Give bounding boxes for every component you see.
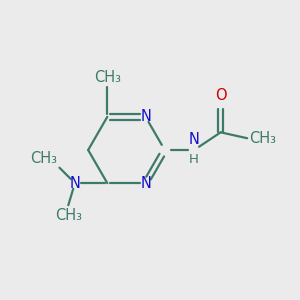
Text: N: N (70, 176, 80, 190)
Text: N: N (140, 176, 151, 190)
Text: CH₃: CH₃ (55, 208, 82, 223)
Text: H: H (189, 153, 199, 166)
Text: CH₃: CH₃ (94, 70, 121, 85)
Text: N: N (140, 110, 151, 124)
Text: N: N (189, 132, 200, 147)
Text: O: O (215, 88, 226, 104)
Text: CH₃: CH₃ (249, 131, 276, 146)
Text: CH₃: CH₃ (30, 151, 57, 166)
